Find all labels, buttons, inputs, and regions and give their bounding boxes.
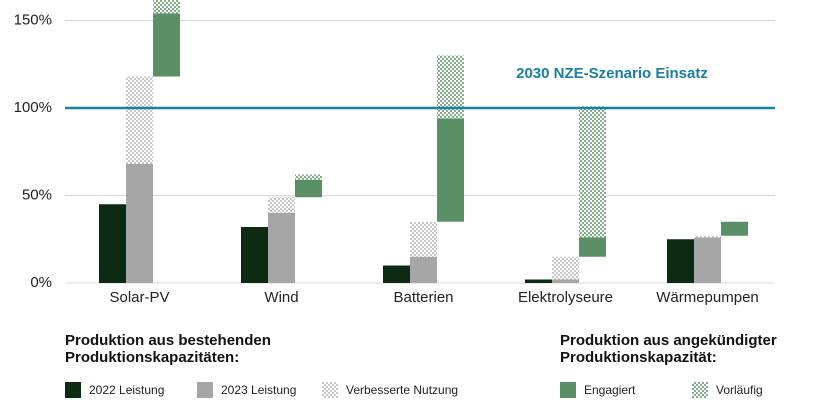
- bar: [99, 204, 126, 283]
- x-tick-label: Solar-PV: [109, 289, 169, 306]
- bar: [295, 174, 322, 180]
- y-tick-label: 50%: [22, 186, 52, 203]
- x-tick-label: Elektrolyseure: [518, 289, 613, 306]
- bar: [126, 76, 153, 164]
- x-tick-label: Wärmepumpen: [656, 289, 759, 306]
- bar: [579, 106, 606, 238]
- x-tick-label: Wind: [264, 289, 298, 306]
- bar: [437, 118, 464, 222]
- legend-label: 2023 Leistung: [221, 383, 296, 397]
- x-tick-label: Batterien: [393, 289, 453, 306]
- bar: [153, 0, 180, 14]
- legend-swatch: [692, 382, 708, 398]
- bar: [268, 197, 295, 213]
- bar: [721, 221, 748, 236]
- bar: [694, 237, 721, 283]
- bar: [552, 279, 579, 283]
- bar: [153, 13, 180, 77]
- legend-label: Verbesserte Nutzung: [346, 383, 458, 397]
- y-tick-label: 150%: [14, 11, 52, 28]
- bar: [694, 235, 721, 238]
- bar: [579, 237, 606, 257]
- legend-group-title: Produktion aus bestehenden Produktionska…: [65, 332, 271, 366]
- bar: [552, 256, 579, 280]
- bar: [383, 265, 410, 283]
- reference-label: 2030 NZE-Szenario Einsatz: [516, 65, 708, 82]
- bar: [410, 221, 437, 257]
- bar: [268, 213, 295, 283]
- bar: [241, 227, 268, 283]
- legend-swatch: [322, 382, 338, 398]
- legend-swatch: [197, 382, 213, 398]
- legend-group-title: Produktion aus angekündigter Produktions…: [560, 332, 777, 366]
- bar: [295, 179, 322, 198]
- legend-label: Vorläufig: [716, 383, 763, 397]
- bar: [410, 256, 437, 283]
- y-tick-label: 100%: [14, 99, 52, 116]
- bar: [525, 279, 552, 283]
- bar: [667, 239, 694, 283]
- legend-swatch: [560, 382, 576, 398]
- y-tick-label: 0%: [30, 274, 52, 291]
- bar: [126, 164, 153, 283]
- legend-label: 2022 Leistung: [89, 383, 164, 397]
- legend-label: Engagiert: [584, 383, 636, 397]
- legend-swatch: [65, 382, 81, 398]
